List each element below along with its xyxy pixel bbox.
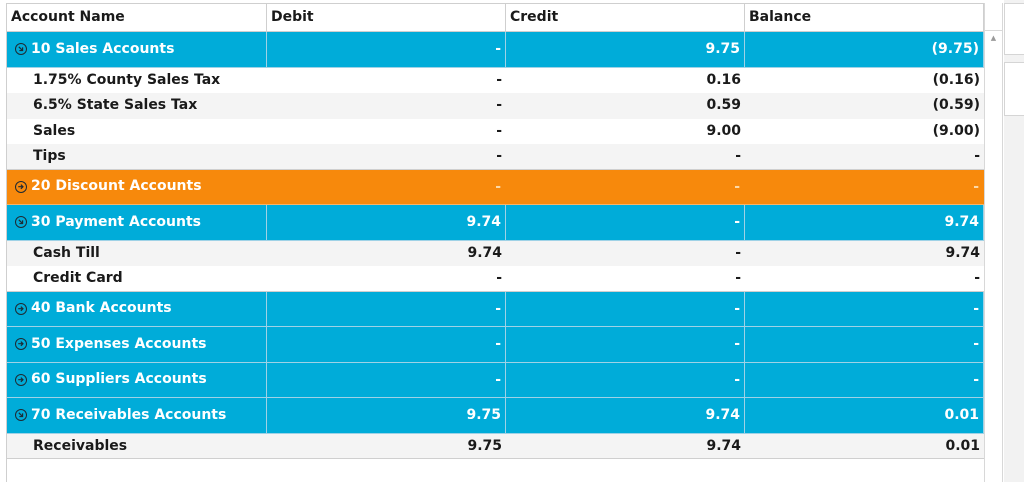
debit-cell: 9.75 bbox=[467, 437, 502, 454]
account-name: Sales bbox=[33, 122, 76, 139]
debit-cell: - bbox=[267, 291, 506, 326]
debit-cell: - bbox=[267, 32, 506, 67]
balance-cell: - bbox=[745, 362, 984, 397]
debit-cell: - bbox=[496, 71, 502, 88]
debit-cell: - bbox=[496, 122, 502, 139]
account-name: Receivables bbox=[33, 437, 128, 454]
balance-cell: 0.01 bbox=[945, 437, 980, 454]
credit-cell: - bbox=[506, 327, 745, 362]
accounts-grid: Account Name Debit Credit Balance 10 Sal… bbox=[6, 3, 984, 482]
column-header-debit[interactable]: Debit bbox=[267, 4, 506, 31]
debit-cell: - bbox=[267, 362, 506, 397]
table-row[interactable]: Receivables 9.75 9.74 0.01 bbox=[7, 433, 984, 459]
balance-cell: (9.75) bbox=[745, 32, 984, 67]
balance-cell: (9.00) bbox=[932, 122, 980, 139]
credit-cell: - bbox=[735, 270, 741, 286]
balance-cell: 0.01 bbox=[745, 398, 984, 433]
credit-cell: - bbox=[506, 362, 745, 397]
grid-header: Account Name Debit Credit Balance bbox=[7, 4, 984, 32]
table-row[interactable]: 6.5% State Sales Tax - 0.59 (0.59) bbox=[7, 93, 984, 119]
credit-cell: 9.00 bbox=[706, 122, 741, 139]
group-name: 10 Sales Accounts bbox=[31, 40, 175, 57]
credit-cell: - bbox=[735, 148, 741, 164]
credit-cell: 9.74 bbox=[506, 398, 745, 433]
group-row-receivables-accounts[interactable]: 70 Receivables Accounts 9.75 9.74 0.01 bbox=[7, 398, 984, 434]
balance-cell: - bbox=[745, 327, 984, 362]
table-row[interactable]: Credit Card - - - bbox=[7, 266, 984, 292]
collapsed-arrow-icon[interactable] bbox=[15, 302, 27, 315]
debit-cell: - bbox=[496, 148, 502, 164]
group-row-expenses-accounts[interactable]: 50 Expenses Accounts - - - bbox=[7, 327, 984, 363]
credit-cell: - bbox=[506, 291, 745, 326]
group-row-sales-accounts[interactable]: 10 Sales Accounts - 9.75 (9.75) bbox=[7, 32, 984, 68]
group-row-payment-accounts[interactable]: 30 Payment Accounts 9.74 - 9.74 bbox=[7, 205, 984, 241]
debit-cell: - bbox=[496, 270, 502, 286]
credit-cell: 0.59 bbox=[706, 97, 741, 113]
debit-cell: 9.74 bbox=[467, 244, 502, 261]
group-name: 40 Bank Accounts bbox=[31, 300, 172, 317]
debit-cell: 9.74 bbox=[267, 205, 506, 240]
expanded-arrow-icon[interactable] bbox=[15, 43, 27, 56]
balance-cell: - bbox=[745, 291, 984, 326]
account-name: 6.5% State Sales Tax bbox=[33, 97, 198, 113]
column-header-account-name[interactable]: Account Name bbox=[7, 4, 267, 31]
table-row[interactable]: Tips - - - bbox=[7, 144, 984, 170]
balance-cell: - bbox=[745, 169, 984, 204]
credit-cell: - bbox=[506, 169, 745, 204]
debit-cell: 9.75 bbox=[267, 398, 506, 433]
group-name: 60 Suppliers Accounts bbox=[31, 371, 207, 388]
account-name: Cash Till bbox=[33, 244, 100, 261]
account-name: Tips bbox=[33, 148, 66, 164]
debit-cell: - bbox=[496, 97, 502, 113]
expanded-arrow-icon[interactable] bbox=[15, 409, 27, 422]
balance-cell: (0.16) bbox=[932, 71, 980, 88]
column-header-credit[interactable]: Credit bbox=[506, 4, 745, 31]
group-name: 50 Expenses Accounts bbox=[31, 335, 207, 352]
side-panel-card[interactable] bbox=[1004, 62, 1024, 116]
group-name: 70 Receivables Accounts bbox=[31, 406, 227, 423]
credit-cell: - bbox=[506, 205, 745, 240]
account-name: 1.75% County Sales Tax bbox=[33, 71, 221, 88]
balance-cell: 9.74 bbox=[945, 244, 980, 261]
group-name: 30 Payment Accounts bbox=[31, 213, 202, 230]
scroll-up-arrow-icon[interactable]: ▲ bbox=[990, 34, 997, 42]
balance-cell: - bbox=[974, 148, 980, 164]
column-header-balance[interactable]: Balance bbox=[745, 4, 984, 31]
side-panel-card[interactable] bbox=[1004, 3, 1024, 55]
group-row-suppliers-accounts[interactable]: 60 Suppliers Accounts - - - bbox=[7, 362, 984, 398]
credit-cell: 9.74 bbox=[706, 437, 741, 454]
scrollbar-header-spacer bbox=[985, 3, 1002, 31]
collapsed-arrow-icon[interactable] bbox=[15, 180, 27, 193]
debit-cell: - bbox=[267, 327, 506, 362]
balance-cell: (0.59) bbox=[932, 97, 980, 113]
collapsed-arrow-icon[interactable] bbox=[15, 338, 27, 351]
grid-body: 10 Sales Accounts - 9.75 (9.75) 1.75% Co… bbox=[7, 32, 984, 459]
balance-cell: 9.74 bbox=[745, 205, 984, 240]
account-name: Credit Card bbox=[33, 270, 123, 286]
expanded-arrow-icon[interactable] bbox=[15, 216, 27, 229]
table-row[interactable]: Sales - 9.00 (9.00) bbox=[7, 118, 984, 144]
side-panel bbox=[1004, 0, 1024, 482]
credit-cell: - bbox=[735, 244, 741, 261]
group-row-discount-accounts[interactable]: 20 Discount Accounts - - - bbox=[7, 169, 984, 205]
balance-cell: - bbox=[974, 270, 980, 286]
collapsed-arrow-icon[interactable] bbox=[15, 373, 27, 386]
credit-cell: 0.16 bbox=[706, 71, 741, 88]
group-name: 20 Discount Accounts bbox=[31, 178, 202, 195]
credit-cell: 9.75 bbox=[506, 32, 745, 67]
group-row-bank-accounts[interactable]: 40 Bank Accounts - - - bbox=[7, 291, 984, 327]
debit-cell: - bbox=[267, 169, 506, 204]
table-row[interactable]: 1.75% County Sales Tax - 0.16 (0.16) bbox=[7, 67, 984, 93]
table-row[interactable]: Cash Till 9.74 - 9.74 bbox=[7, 240, 984, 266]
vertical-scrollbar[interactable]: ▲ bbox=[984, 3, 1003, 482]
